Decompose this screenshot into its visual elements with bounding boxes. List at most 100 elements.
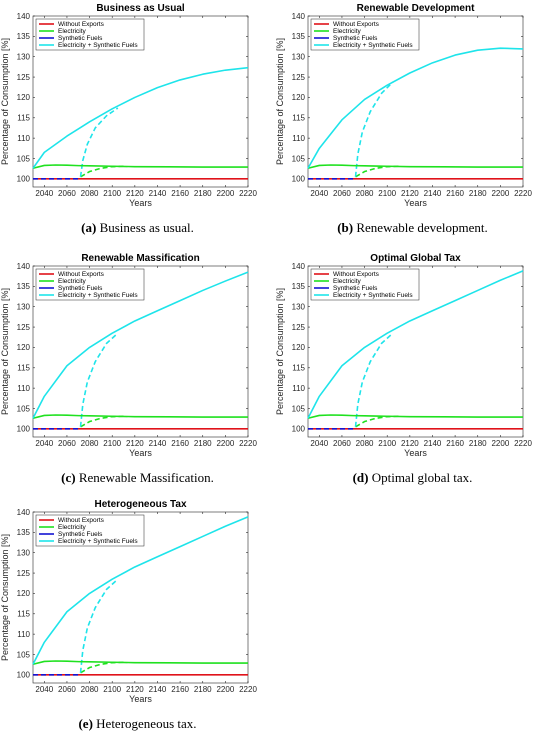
- x-tick-label: 2160: [171, 189, 189, 198]
- series-line-electricity-synthetic-fuels: [307, 270, 524, 419]
- panel-business-as-usual: Business as Usual 2040 2060 2080 2100 2120 214…: [0, 0, 275, 246]
- y-tick-label: 115: [17, 114, 30, 123]
- caption-text: Business as usual.: [99, 220, 194, 235]
- caption: (d) Optimal global tax.: [275, 470, 550, 486]
- y-tick-label: 115: [17, 364, 30, 373]
- x-tick-label: 2040: [35, 439, 53, 448]
- series-line-electricity-synthetic-fuels: [32, 66, 249, 169]
- x-tick-label: 2220: [239, 439, 257, 448]
- y-tick-label: 125: [17, 323, 31, 332]
- x-axis-label: Years: [129, 448, 152, 458]
- y-tick-label: 115: [17, 610, 30, 619]
- series-line-electricity: [32, 660, 248, 666]
- x-tick-label: 2080: [81, 439, 99, 448]
- legend-label-electricity: Electricity: [58, 28, 87, 35]
- y-tick-label: 110: [17, 384, 30, 393]
- caption-label: (a): [81, 220, 97, 235]
- x-tick-label: 2120: [401, 189, 419, 198]
- caption: (a) Business as usual.: [0, 220, 275, 236]
- x-tick-label: 2160: [446, 189, 464, 198]
- x-tick-label: 2160: [446, 439, 464, 448]
- caption-text: Heterogeneous tax.: [96, 716, 197, 731]
- y-tick-label: 115: [292, 364, 305, 373]
- legend-label-electricity-synthetic-fuels: Electricity + Synthetic Fuels: [58, 538, 138, 545]
- x-tick-label: 2200: [216, 685, 234, 694]
- legend-label-without-exports: Without Exports: [333, 271, 380, 278]
- x-tick-label: 2040: [310, 189, 328, 198]
- legend-label-electricity-synthetic-fuels: Electricity + Synthetic Fuels: [58, 292, 138, 299]
- x-tick-label: 2040: [35, 189, 53, 198]
- y-axis-label: Percentage of Consumption [%]: [0, 38, 10, 165]
- y-tick-label: 110: [17, 134, 30, 143]
- y-tick-label: 100: [17, 425, 31, 434]
- legend-label-electricity: Electricity: [333, 278, 362, 285]
- series-line-dashed-5: [79, 332, 119, 427]
- series-line-dashed-5: [354, 81, 394, 177]
- legend-label-electricity: Electricity: [58, 524, 87, 531]
- x-tick-label: 2060: [58, 685, 76, 694]
- caption-text: Optimal global tax.: [371, 470, 473, 485]
- y-tick-label: 140: [17, 12, 31, 21]
- caption-label: (b): [337, 220, 354, 235]
- caption: (c) Renewable Massification.: [0, 470, 275, 486]
- y-tick-label: 130: [17, 303, 31, 312]
- x-tick-label: 2080: [81, 189, 99, 198]
- y-tick-label: 135: [17, 528, 31, 537]
- series-line-electricity: [32, 164, 248, 170]
- y-tick-label: 135: [17, 32, 31, 41]
- x-tick-label: 2200: [216, 189, 234, 198]
- y-tick-label: 115: [292, 114, 305, 123]
- series-line-electricity-synthetic-fuels: [32, 271, 249, 419]
- chart-svg: Business as Usual 2040 2060 2080 2100 2120 214…: [0, 3, 257, 208]
- y-tick-label: 105: [292, 404, 306, 413]
- y-tick-label: 130: [292, 53, 306, 62]
- series-line-electricity: [307, 164, 523, 170]
- caption: (b) Renewable development.: [275, 220, 550, 236]
- x-tick-label: 2220: [239, 189, 257, 198]
- series-line-electricity: [307, 414, 523, 420]
- x-tick-label: 2100: [378, 439, 396, 448]
- x-tick-label: 2060: [58, 189, 76, 198]
- chart-svg: Renewable Massification 2040 2060 2080 2100 2…: [0, 253, 257, 458]
- y-tick-label: 140: [17, 508, 31, 517]
- x-tick-label: 2080: [356, 439, 374, 448]
- legend-label-without-exports: Without Exports: [58, 271, 105, 278]
- x-tick-label: 2060: [58, 439, 76, 448]
- chart-svg: Renewable Development 2040 2060 2080 2100 212…: [275, 3, 532, 208]
- x-tick-label: 2180: [469, 439, 487, 448]
- legend-label-electricity-synthetic-fuels: Electricity + Synthetic Fuels: [333, 42, 413, 49]
- x-tick-label: 2220: [514, 439, 532, 448]
- y-tick-label: 110: [292, 384, 305, 393]
- y-tick-label: 125: [292, 73, 306, 82]
- x-tick-label: 2180: [194, 685, 212, 694]
- x-tick-label: 2120: [126, 685, 144, 694]
- legend-label-synthetic-fuels: Synthetic Fuels: [58, 531, 103, 538]
- legend-label-without-exports: Without Exports: [58, 517, 105, 524]
- x-tick-label: 2100: [103, 685, 121, 694]
- chart-svg: Optimal Global Tax 2040 2060 2080 2100 2120 21…: [275, 253, 532, 458]
- chart-title: Optimal Global Tax: [370, 253, 461, 264]
- chart-title: Business as Usual: [96, 3, 185, 14]
- x-axis-label: Years: [404, 448, 427, 458]
- panel-heterogeneous-tax: Heterogeneous Tax 2040 2060 2080 2100 2120 214…: [0, 496, 275, 742]
- legend-label-synthetic-fuels: Synthetic Fuels: [333, 35, 378, 42]
- y-axis-label: Percentage of Consumption [%]: [0, 534, 10, 661]
- y-tick-label: 100: [292, 425, 306, 434]
- x-tick-label: 2100: [378, 189, 396, 198]
- x-axis-label: Years: [129, 198, 152, 208]
- x-tick-label: 2060: [333, 189, 351, 198]
- legend-label-synthetic-fuels: Synthetic Fuels: [58, 285, 103, 292]
- caption-label: (e): [78, 716, 93, 731]
- y-tick-label: 125: [17, 569, 31, 578]
- caption: (e) Heterogeneous tax.: [0, 716, 275, 732]
- caption-label: (d): [352, 470, 369, 485]
- y-tick-label: 100: [292, 175, 306, 184]
- x-tick-label: 2080: [81, 685, 99, 694]
- x-axis-label: Years: [129, 694, 152, 704]
- caption-text: Renewable Massification.: [78, 470, 214, 485]
- x-tick-label: 2180: [194, 189, 212, 198]
- legend-label-synthetic-fuels: Synthetic Fuels: [58, 35, 103, 42]
- y-tick-label: 140: [292, 262, 306, 271]
- x-tick-label: 2180: [194, 439, 212, 448]
